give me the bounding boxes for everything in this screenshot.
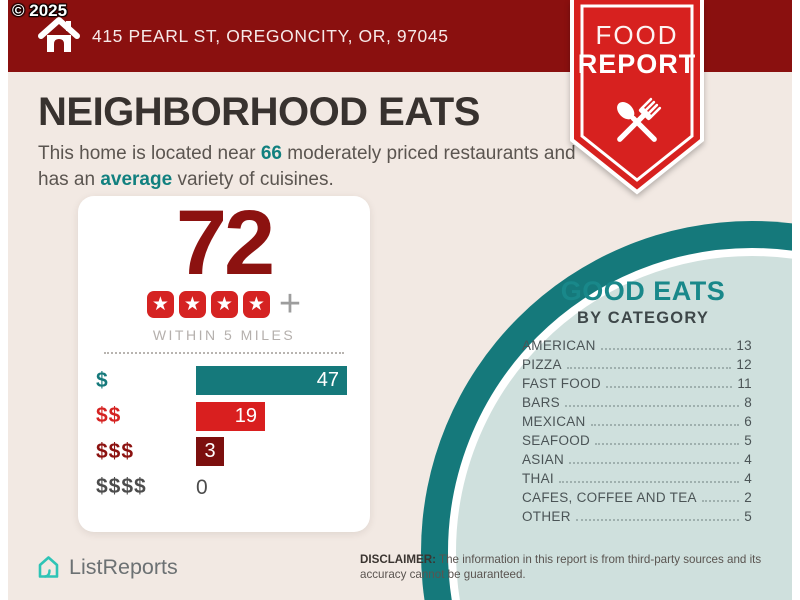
listreports-house-icon xyxy=(38,556,59,578)
category-count: 5 xyxy=(744,433,752,448)
copyright-text: © 2025 xyxy=(12,1,68,20)
category-count: 5 xyxy=(744,509,752,524)
category-row: OTHER 5 xyxy=(522,509,752,528)
price-level-label: $$$$ xyxy=(96,475,147,498)
category-row: THAI 4 xyxy=(522,471,752,490)
category-label: ASIAN xyxy=(522,452,565,467)
page-subtitle: This home is located near 66 moderately … xyxy=(38,143,576,190)
category-label: BARS xyxy=(522,395,560,410)
category-label: SEAFOOD xyxy=(522,433,591,448)
price-bar-row: $$$$ 0 xyxy=(96,473,354,502)
dotted-leader xyxy=(558,481,740,483)
food-report-badge: FOOD REPORT xyxy=(570,0,704,195)
dotted-leader xyxy=(605,386,733,388)
category-label: OTHER xyxy=(522,509,571,524)
dotted-leader xyxy=(566,367,732,369)
dotted-leader xyxy=(595,443,740,445)
category-row: BARS 8 xyxy=(522,395,752,414)
price-bar-row: $47 xyxy=(96,366,354,395)
price-bar-row: $$ 19 xyxy=(96,401,354,431)
price-level-label: $$$ xyxy=(96,439,135,463)
category-row: SEAFOOD 5 xyxy=(522,433,752,452)
restaurant-count: 66 xyxy=(260,143,282,164)
category-row: FAST FOOD 11 xyxy=(522,376,752,395)
category-row: MEXICAN 6 xyxy=(522,414,752,433)
dotted-leader xyxy=(701,500,740,502)
plus-icon: + xyxy=(278,283,302,325)
category-row: AMERICAN 13 xyxy=(522,338,752,357)
spoon-fork-icon xyxy=(617,97,662,142)
star-icon: ★ xyxy=(242,291,270,318)
dotted-leader xyxy=(590,424,740,426)
property-address: 415 PEARL ST, OREGONCITY, OR, 97045 xyxy=(92,25,449,46)
bar-track: 3 xyxy=(196,437,354,466)
radius-label: WITHIN 5 MILES xyxy=(152,327,296,343)
category-label: THAI xyxy=(522,471,554,486)
dotted-divider xyxy=(104,352,344,354)
category-count: 8 xyxy=(744,395,752,410)
bar: 19 xyxy=(196,401,265,431)
star-icon: ★ xyxy=(146,291,174,318)
category-label: PIZZA xyxy=(522,357,562,372)
bar: 3 xyxy=(196,437,224,466)
listreports-wordmark: ListReports xyxy=(69,555,178,579)
category-count: 4 xyxy=(744,452,752,467)
listreports-logo: ListReports xyxy=(35,554,178,581)
category-label: AMERICAN xyxy=(522,338,596,353)
dotted-leader xyxy=(575,519,740,521)
category-count: 4 xyxy=(744,471,752,486)
price-level-label: $ xyxy=(96,368,109,392)
good-eats-list: AMERICAN 13 PIZZA 12 FAST FOOD 11 BARS 8 MEXICAN… xyxy=(522,338,752,528)
price-bar-chart: $47 $$ 19 $$$ 3 $$$$ 0 xyxy=(96,366,354,508)
bar: 47 xyxy=(196,366,347,395)
category-label: MEXICAN xyxy=(522,414,586,429)
star-icon: ★ xyxy=(210,291,238,318)
category-count: 13 xyxy=(736,338,752,353)
zero-value: 0 xyxy=(196,475,208,499)
good-eats-heading: GOOD EATS BY CATEGORY xyxy=(513,276,773,328)
bar-track: 0 xyxy=(196,473,354,502)
dotted-leader xyxy=(569,462,740,464)
price-bar-row: $$$ 3 xyxy=(96,437,354,466)
page-content: 415 PEARL ST, OREGONCITY, OR, 97045 © 20… xyxy=(8,0,792,600)
dotted-leader xyxy=(564,405,740,407)
category-row: ASIAN 4 xyxy=(522,452,752,471)
dotted-leader xyxy=(600,348,732,350)
category-label: CAFES, COFFEE AND TEA xyxy=(522,490,697,505)
food-score: 72 xyxy=(175,192,275,294)
category-row: CAFES, COFFEE AND TEA 2 xyxy=(522,490,752,509)
badge-line1: FOOD xyxy=(595,20,678,50)
score-card: 72 ★ ★ ★ ★ + WITHIN 5 MILES $47 $$ 19 $$$ 3 $$$$ 0 xyxy=(78,196,370,532)
good-eats-title: GOOD EATS xyxy=(560,276,726,306)
badge-line2: REPORT xyxy=(578,49,697,79)
variety-highlight: average xyxy=(100,168,173,190)
star-rating: ★ ★ ★ ★ + xyxy=(78,283,370,325)
good-eats-subtitle: BY CATEGORY xyxy=(576,309,710,327)
category-count: 11 xyxy=(737,376,752,391)
bar-track: 19 xyxy=(196,401,354,431)
category-count: 2 xyxy=(744,490,752,505)
page-title: NEIGHBORHOOD EATS xyxy=(38,90,480,134)
category-label: FAST FOOD xyxy=(522,376,601,391)
category-row: PIZZA 12 xyxy=(522,357,752,376)
category-count: 6 xyxy=(744,414,752,429)
price-level-label: $$ xyxy=(96,404,122,427)
home-icon xyxy=(38,17,80,52)
star-icon: ★ xyxy=(178,291,206,318)
bar-track: 47 xyxy=(196,366,354,395)
disclaimer-text: DISCLAIMER: The information in this repo… xyxy=(360,553,762,582)
category-count: 12 xyxy=(736,357,752,372)
